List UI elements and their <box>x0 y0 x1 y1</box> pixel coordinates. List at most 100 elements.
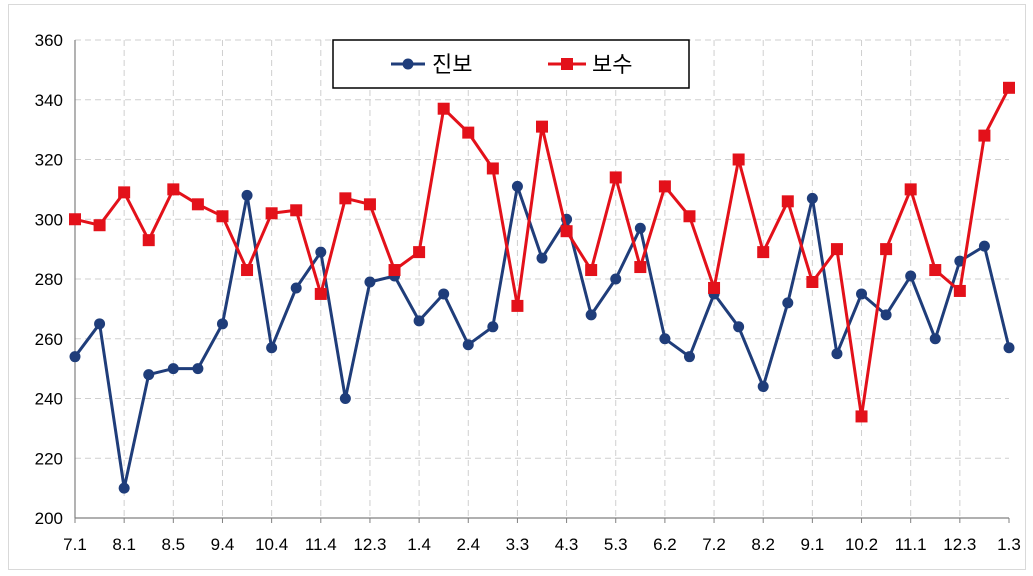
data-point <box>880 309 892 321</box>
data-point <box>363 198 376 211</box>
series-line <box>74 87 1011 418</box>
x-tick-label: 7.1 <box>63 535 87 554</box>
x-tick-label: 4.3 <box>555 535 579 554</box>
data-point <box>929 333 941 345</box>
x-tick-label: 8.1 <box>112 535 136 554</box>
x-tick-label: 12.3 <box>943 535 976 554</box>
y-tick-label: 320 <box>35 151 63 170</box>
y-tick-label: 300 <box>35 210 63 229</box>
x-tick-label: 2.4 <box>456 535 480 554</box>
data-point <box>953 284 966 297</box>
data-point <box>413 315 425 327</box>
y-tick-label: 340 <box>35 91 63 110</box>
data-point <box>905 270 917 282</box>
data-point <box>438 288 450 300</box>
legend: 진보 보수 <box>332 39 690 89</box>
data-point <box>634 222 646 234</box>
data-point <box>364 276 376 288</box>
data-point <box>167 363 179 375</box>
legend-label-progressive: 진보 <box>432 53 472 78</box>
data-point <box>167 183 180 196</box>
x-tick-label: 10.4 <box>255 535 288 554</box>
x-tick-label: 11.1 <box>895 535 927 554</box>
x-tick-label: 10.2 <box>845 535 878 554</box>
data-point <box>241 189 253 201</box>
data-point <box>904 183 917 196</box>
data-point <box>413 246 426 259</box>
data-point <box>290 204 303 217</box>
data-point <box>143 369 155 381</box>
data-point <box>216 318 228 330</box>
data-point <box>659 333 671 345</box>
data-point <box>142 234 155 247</box>
data-point <box>708 281 721 294</box>
data-point <box>462 126 475 139</box>
data-point <box>757 381 769 393</box>
y-tick-label: 200 <box>35 509 63 528</box>
data-point <box>683 210 696 223</box>
data-point <box>855 410 868 423</box>
x-tick-label: 1.4 <box>407 535 431 554</box>
data-point <box>806 275 819 288</box>
data-point <box>94 318 106 330</box>
data-point <box>93 219 106 232</box>
data-point <box>585 309 597 321</box>
series-line <box>73 184 1011 490</box>
legend-marker-progressive <box>402 58 414 70</box>
data-point <box>388 264 401 277</box>
y-tick-label: 240 <box>35 390 63 409</box>
x-tick-label: 6.2 <box>653 535 677 554</box>
data-point <box>69 213 81 226</box>
data-point <box>241 264 254 277</box>
data-point <box>585 264 598 277</box>
data-point <box>880 243 893 256</box>
x-tick-label: 12.3 <box>353 535 386 554</box>
data-point <box>118 186 131 199</box>
data-point <box>856 288 868 300</box>
x-tick-label: 7.2 <box>702 535 726 554</box>
data-point <box>339 192 352 205</box>
data-point <box>266 342 278 354</box>
data-point <box>118 482 130 494</box>
series-conservative <box>69 81 1015 423</box>
data-point <box>265 207 278 220</box>
data-point <box>462 339 474 351</box>
data-point <box>191 198 204 211</box>
data-point <box>609 171 622 184</box>
data-point <box>978 240 990 252</box>
y-tick-label: 220 <box>35 449 63 468</box>
data-point <box>610 273 622 285</box>
y-tick-label: 260 <box>35 330 63 349</box>
data-point <box>782 297 794 309</box>
data-point <box>830 243 843 256</box>
data-point <box>978 129 991 142</box>
data-point <box>929 264 942 277</box>
data-point <box>1003 342 1015 354</box>
series-layer <box>69 81 1015 494</box>
data-point <box>290 282 302 294</box>
data-point <box>192 363 204 375</box>
x-tick-label: 9.4 <box>211 535 235 554</box>
axes: 200 220 240 260 280 300 320 340 360 7.1 8.1 8.5 9.4 1… <box>35 31 1021 554</box>
data-point <box>560 225 573 238</box>
data-point <box>733 321 745 333</box>
x-tick-label: 9.1 <box>801 535 825 554</box>
data-point <box>1003 81 1015 94</box>
data-point <box>437 102 450 115</box>
data-point <box>315 246 327 258</box>
legend-box <box>332 39 690 89</box>
data-point <box>339 393 351 404</box>
data-point <box>216 210 229 223</box>
y-tick-label: 360 <box>35 31 63 50</box>
grid-lines <box>75 39 1009 518</box>
series-progressive <box>69 180 1015 494</box>
x-tick-label: 8.2 <box>751 535 775 554</box>
x-tick-label: 3.3 <box>506 535 530 554</box>
data-point <box>683 351 695 363</box>
legend-marker-conservative <box>561 58 573 70</box>
data-point <box>658 180 671 193</box>
data-point <box>486 162 499 175</box>
data-point <box>314 287 327 300</box>
data-point <box>831 348 843 360</box>
x-tick-label: 1.3 <box>997 535 1021 554</box>
